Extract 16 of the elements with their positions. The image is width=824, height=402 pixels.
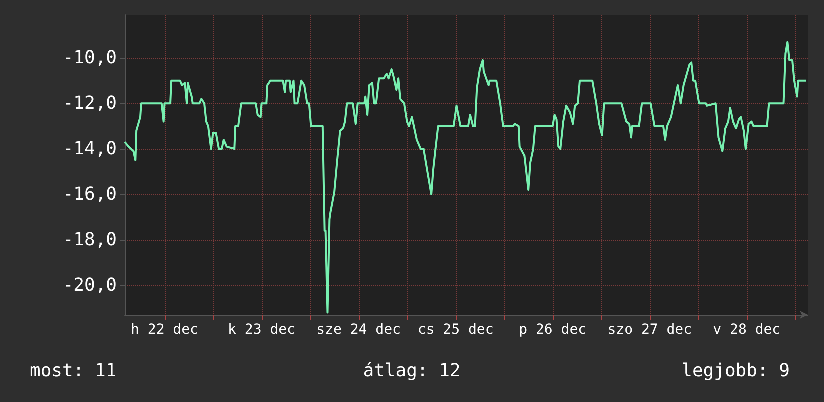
x-tick-label: k 23 dec xyxy=(228,322,296,338)
text: most: 11 xyxy=(30,360,117,382)
x-tick-label: sze 24 dec xyxy=(316,322,401,338)
y-tick-label: -10,0 xyxy=(62,48,117,69)
x-tick-label: v 28 dec xyxy=(713,322,781,338)
x-tick-label: p 26 dec xyxy=(519,322,587,338)
y-tick-label: -20,0 xyxy=(62,274,117,296)
text: legjobb: 9 xyxy=(682,360,790,382)
y-tick-label: -18,0 xyxy=(62,230,117,250)
y-tick-label: -14,0 xyxy=(62,138,117,160)
y-tick-label: -12,0 xyxy=(62,93,117,114)
x-tick-label: cs 25 dec xyxy=(418,322,494,338)
x-tick-label: szo 27 dec xyxy=(608,322,692,338)
y-tick-label: -16,0 xyxy=(62,184,117,206)
text: átlag: 12 xyxy=(363,360,461,382)
x-tick-label: h 22 dec xyxy=(131,322,198,338)
